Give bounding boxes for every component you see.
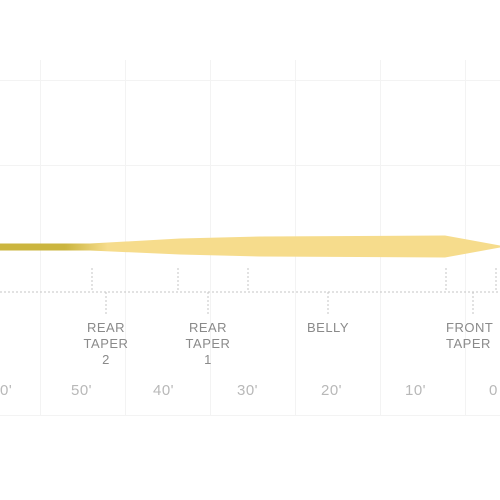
section-label-rear-taper-1: REAR TAPER 1 — [178, 320, 238, 368]
ruler-tick-label: 50' — [71, 382, 93, 399]
ruler-tick-label: 30' — [237, 382, 259, 399]
ruler-tick-label: 0' — [0, 382, 13, 399]
section-label-rear-taper-2: REAR TAPER 2 — [76, 320, 136, 368]
grid-line — [0, 80, 500, 81]
grid-line — [125, 60, 126, 415]
section-label-belly: BELLY — [298, 320, 358, 336]
section-label-line: TAPER — [185, 336, 231, 351]
section-label-line: FRONT — [446, 320, 494, 335]
section-label-line: REAR — [86, 320, 126, 335]
ruler-tick-label: 10' — [405, 382, 427, 399]
ruler-tick-label: 0 — [489, 382, 498, 399]
grid-line — [40, 60, 41, 415]
section-label-line: 2 — [102, 352, 110, 367]
section-label-line: BELLY — [306, 320, 349, 335]
fly-line-body — [0, 235, 500, 258]
ruler-tick-label: 20' — [321, 382, 343, 399]
grid-line — [465, 60, 466, 415]
section-label-line: TAPER — [446, 336, 491, 351]
grid-line — [0, 415, 500, 416]
section-label-line: 1 — [204, 352, 212, 367]
ruler-tick-label: 40' — [153, 382, 175, 399]
section-label-front-taper: FRONT TAPER — [446, 320, 500, 352]
grid-line — [210, 60, 211, 415]
grid-line — [0, 165, 500, 166]
section-label-line: REAR — [188, 320, 228, 335]
section-label-line: TAPER — [83, 336, 129, 351]
